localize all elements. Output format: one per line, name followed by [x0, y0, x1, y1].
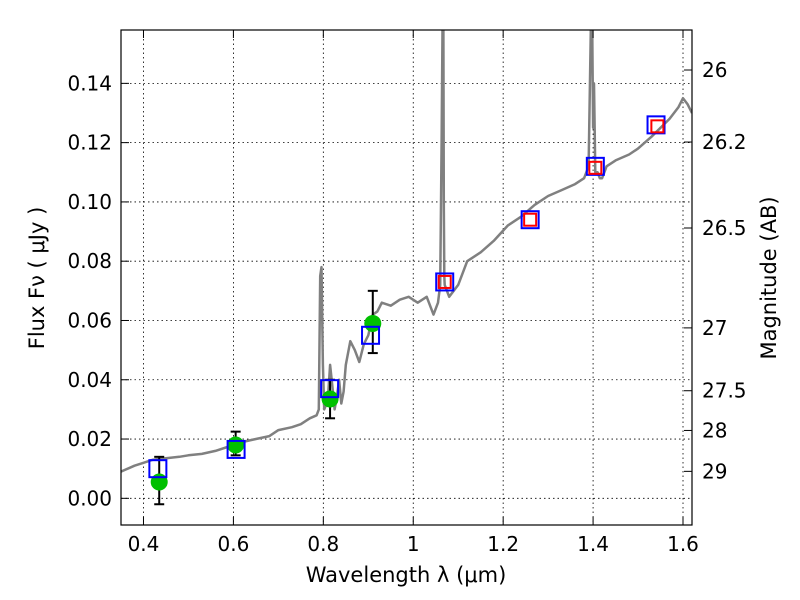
blue-square-marker	[520, 210, 540, 230]
red-square-marker	[650, 119, 665, 134]
y-tick-label: 0.08	[67, 249, 112, 273]
series-layer	[121, 30, 692, 506]
observed-point	[227, 436, 245, 454]
mag-tick-label: 27	[702, 316, 727, 340]
y-tick-label: 0.10	[67, 190, 112, 214]
mag-tick-label: 26.2	[702, 130, 747, 154]
blue-square-marker	[361, 325, 381, 345]
y-tick-label: 0.12	[67, 131, 112, 155]
x-tick-label: 0.8	[307, 532, 339, 556]
y-tick-label: 0.14	[67, 71, 112, 95]
blue-square-marker	[585, 156, 605, 176]
mag-tick-label: 26.5	[702, 216, 747, 240]
red-square-marker	[523, 212, 538, 227]
y-tick-label: 0.02	[67, 427, 112, 451]
y-axis-label: Flux Fν ( μJy )	[25, 207, 49, 350]
x-tick-label: 1.6	[667, 532, 699, 556]
blue-square-marker	[226, 439, 246, 459]
mag-tick-label: 28	[702, 418, 727, 442]
mag-tick-label: 29	[702, 459, 727, 483]
plot-frame	[120, 29, 693, 526]
grid-lines	[121, 30, 692, 525]
mag-tick-label: 26	[702, 58, 727, 82]
x-tick-label: 0.4	[128, 532, 160, 556]
y-tick-label: 0.06	[67, 308, 112, 332]
x-tick-label: 0.6	[217, 532, 249, 556]
spectrum-line	[121, 30, 692, 473]
y-tick-label: 0.00	[67, 486, 112, 510]
axis-ticks: 0.4 0.6 0.8 1 1.2 1.4 1.6 0.00 0.02 0.04 0.06 0.08 0…	[67, 30, 747, 556]
blue-square-marker	[646, 115, 666, 135]
observed-point	[321, 390, 339, 408]
red-square-marker	[588, 160, 603, 175]
x-tick-label: 1	[407, 532, 420, 556]
y2-axis-label: Magnitude (AB)	[757, 196, 781, 359]
blue-square-marker	[320, 379, 340, 399]
blue-square-marker	[148, 459, 168, 479]
x-tick-label: 1.4	[577, 532, 609, 556]
y-tick-label: 0.04	[67, 368, 112, 392]
mag-tick-label: 27.5	[702, 379, 747, 403]
x-tick-label: 1.2	[487, 532, 519, 556]
red-square-marker	[437, 274, 452, 289]
blue-square-marker	[435, 272, 455, 292]
x-axis-label: Wavelength λ (μm)	[306, 563, 507, 587]
